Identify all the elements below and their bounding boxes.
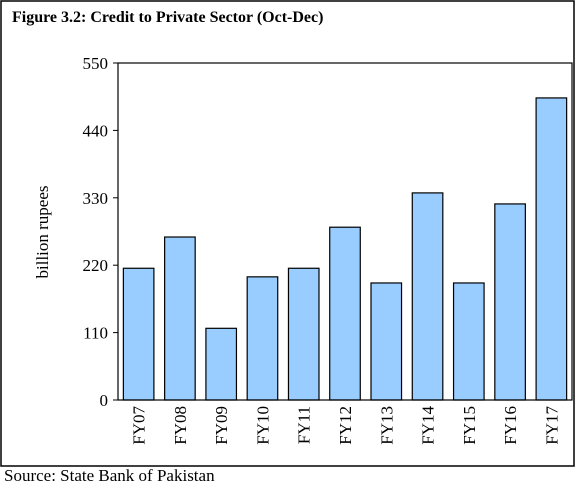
bar: [535, 97, 568, 401]
y-tick-label: 0: [100, 391, 109, 410]
bar: [205, 327, 238, 401]
y-tick-label: 220: [83, 256, 109, 275]
source-note: Source: State Bank of Pakistan: [4, 466, 215, 485]
y-tick-label: 550: [83, 54, 109, 73]
y-axis-label: billion rupees: [33, 185, 52, 278]
y-tick-label: 110: [83, 324, 108, 343]
x-tick-label: FY15: [460, 406, 479, 445]
bar: [164, 236, 196, 401]
x-tick-label: FY16: [501, 406, 520, 445]
bar: [370, 282, 403, 401]
chart-title: Figure 3.2: Credit to Private Sector (Oc…: [12, 9, 323, 26]
x-tick-label: FY09: [212, 406, 231, 445]
x-tick-label: FY11: [295, 406, 314, 444]
bar: [411, 192, 444, 401]
y-tick-label: 330: [83, 189, 109, 208]
figure-border: [0, 0, 575, 467]
x-tick-label: FY13: [377, 406, 396, 445]
x-tick-label: FY10: [253, 406, 272, 445]
plot-frame: [117, 62, 573, 401]
x-tick-label: FY14: [419, 406, 438, 445]
bar: [452, 282, 485, 401]
x-tick-label: FY07: [130, 406, 149, 445]
bar: [287, 267, 320, 401]
x-tick-label: FY17: [542, 406, 561, 445]
bar: [122, 267, 155, 401]
bar: [494, 203, 526, 401]
x-tick-label: FY12: [336, 406, 355, 445]
bar: [329, 226, 361, 401]
y-tick-label: 440: [83, 121, 109, 140]
bar: [246, 276, 279, 401]
x-tick-label: FY08: [171, 406, 190, 445]
